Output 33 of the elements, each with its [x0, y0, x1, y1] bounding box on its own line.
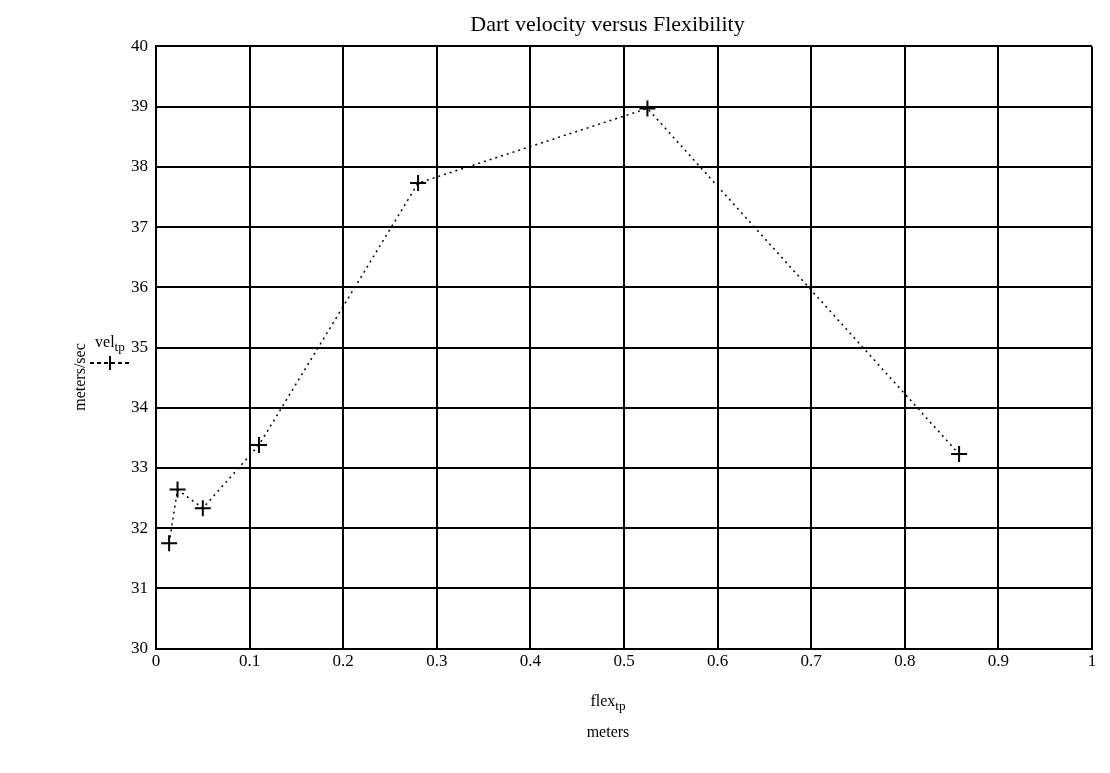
x-tick-label: 0.7	[800, 651, 823, 671]
y-axis-title: meters/sec	[71, 342, 89, 413]
x-tick-label: 0.9	[987, 651, 1010, 671]
point	[409, 174, 428, 193]
chart-title: Dart velocity versus Flexibility	[470, 10, 745, 36]
point	[638, 99, 657, 118]
y-tick-label: 31	[131, 577, 148, 597]
point	[193, 499, 212, 518]
text: vel$_{tp}$	[95, 333, 125, 356]
x-tick-label: 0	[151, 651, 161, 671]
y-tick-label: 38	[131, 156, 148, 176]
y-tick-label: 30	[131, 638, 148, 658]
point	[160, 534, 179, 553]
point	[950, 445, 969, 464]
x-tick-label: 0.8	[894, 651, 916, 671]
x-axis-title: flex$_{tp}$ meters	[585, 691, 631, 743]
y-tick-label: 37	[131, 216, 149, 236]
y-tick-label: 36	[131, 276, 148, 296]
point	[168, 480, 187, 499]
point	[249, 436, 268, 455]
x-tick-label: 0.6	[706, 651, 729, 671]
x-tick-label: 0.5	[613, 651, 635, 671]
x-tick-label: 0.4	[519, 651, 542, 671]
x-tick-label: 0.3	[426, 651, 448, 671]
x-tick-label: 0.1	[238, 651, 261, 671]
y-tick-label: 39	[131, 96, 148, 116]
x-tick-label: 1	[1087, 651, 1097, 671]
y-tick-label: 40	[131, 35, 148, 55]
x-tick-label: 0.2	[332, 651, 354, 671]
y-tick-label: 34	[131, 397, 149, 417]
y-tick-label: 32	[131, 517, 148, 537]
y-tick-label: 35	[131, 336, 148, 356]
y-tick-label: 33	[131, 457, 148, 477]
